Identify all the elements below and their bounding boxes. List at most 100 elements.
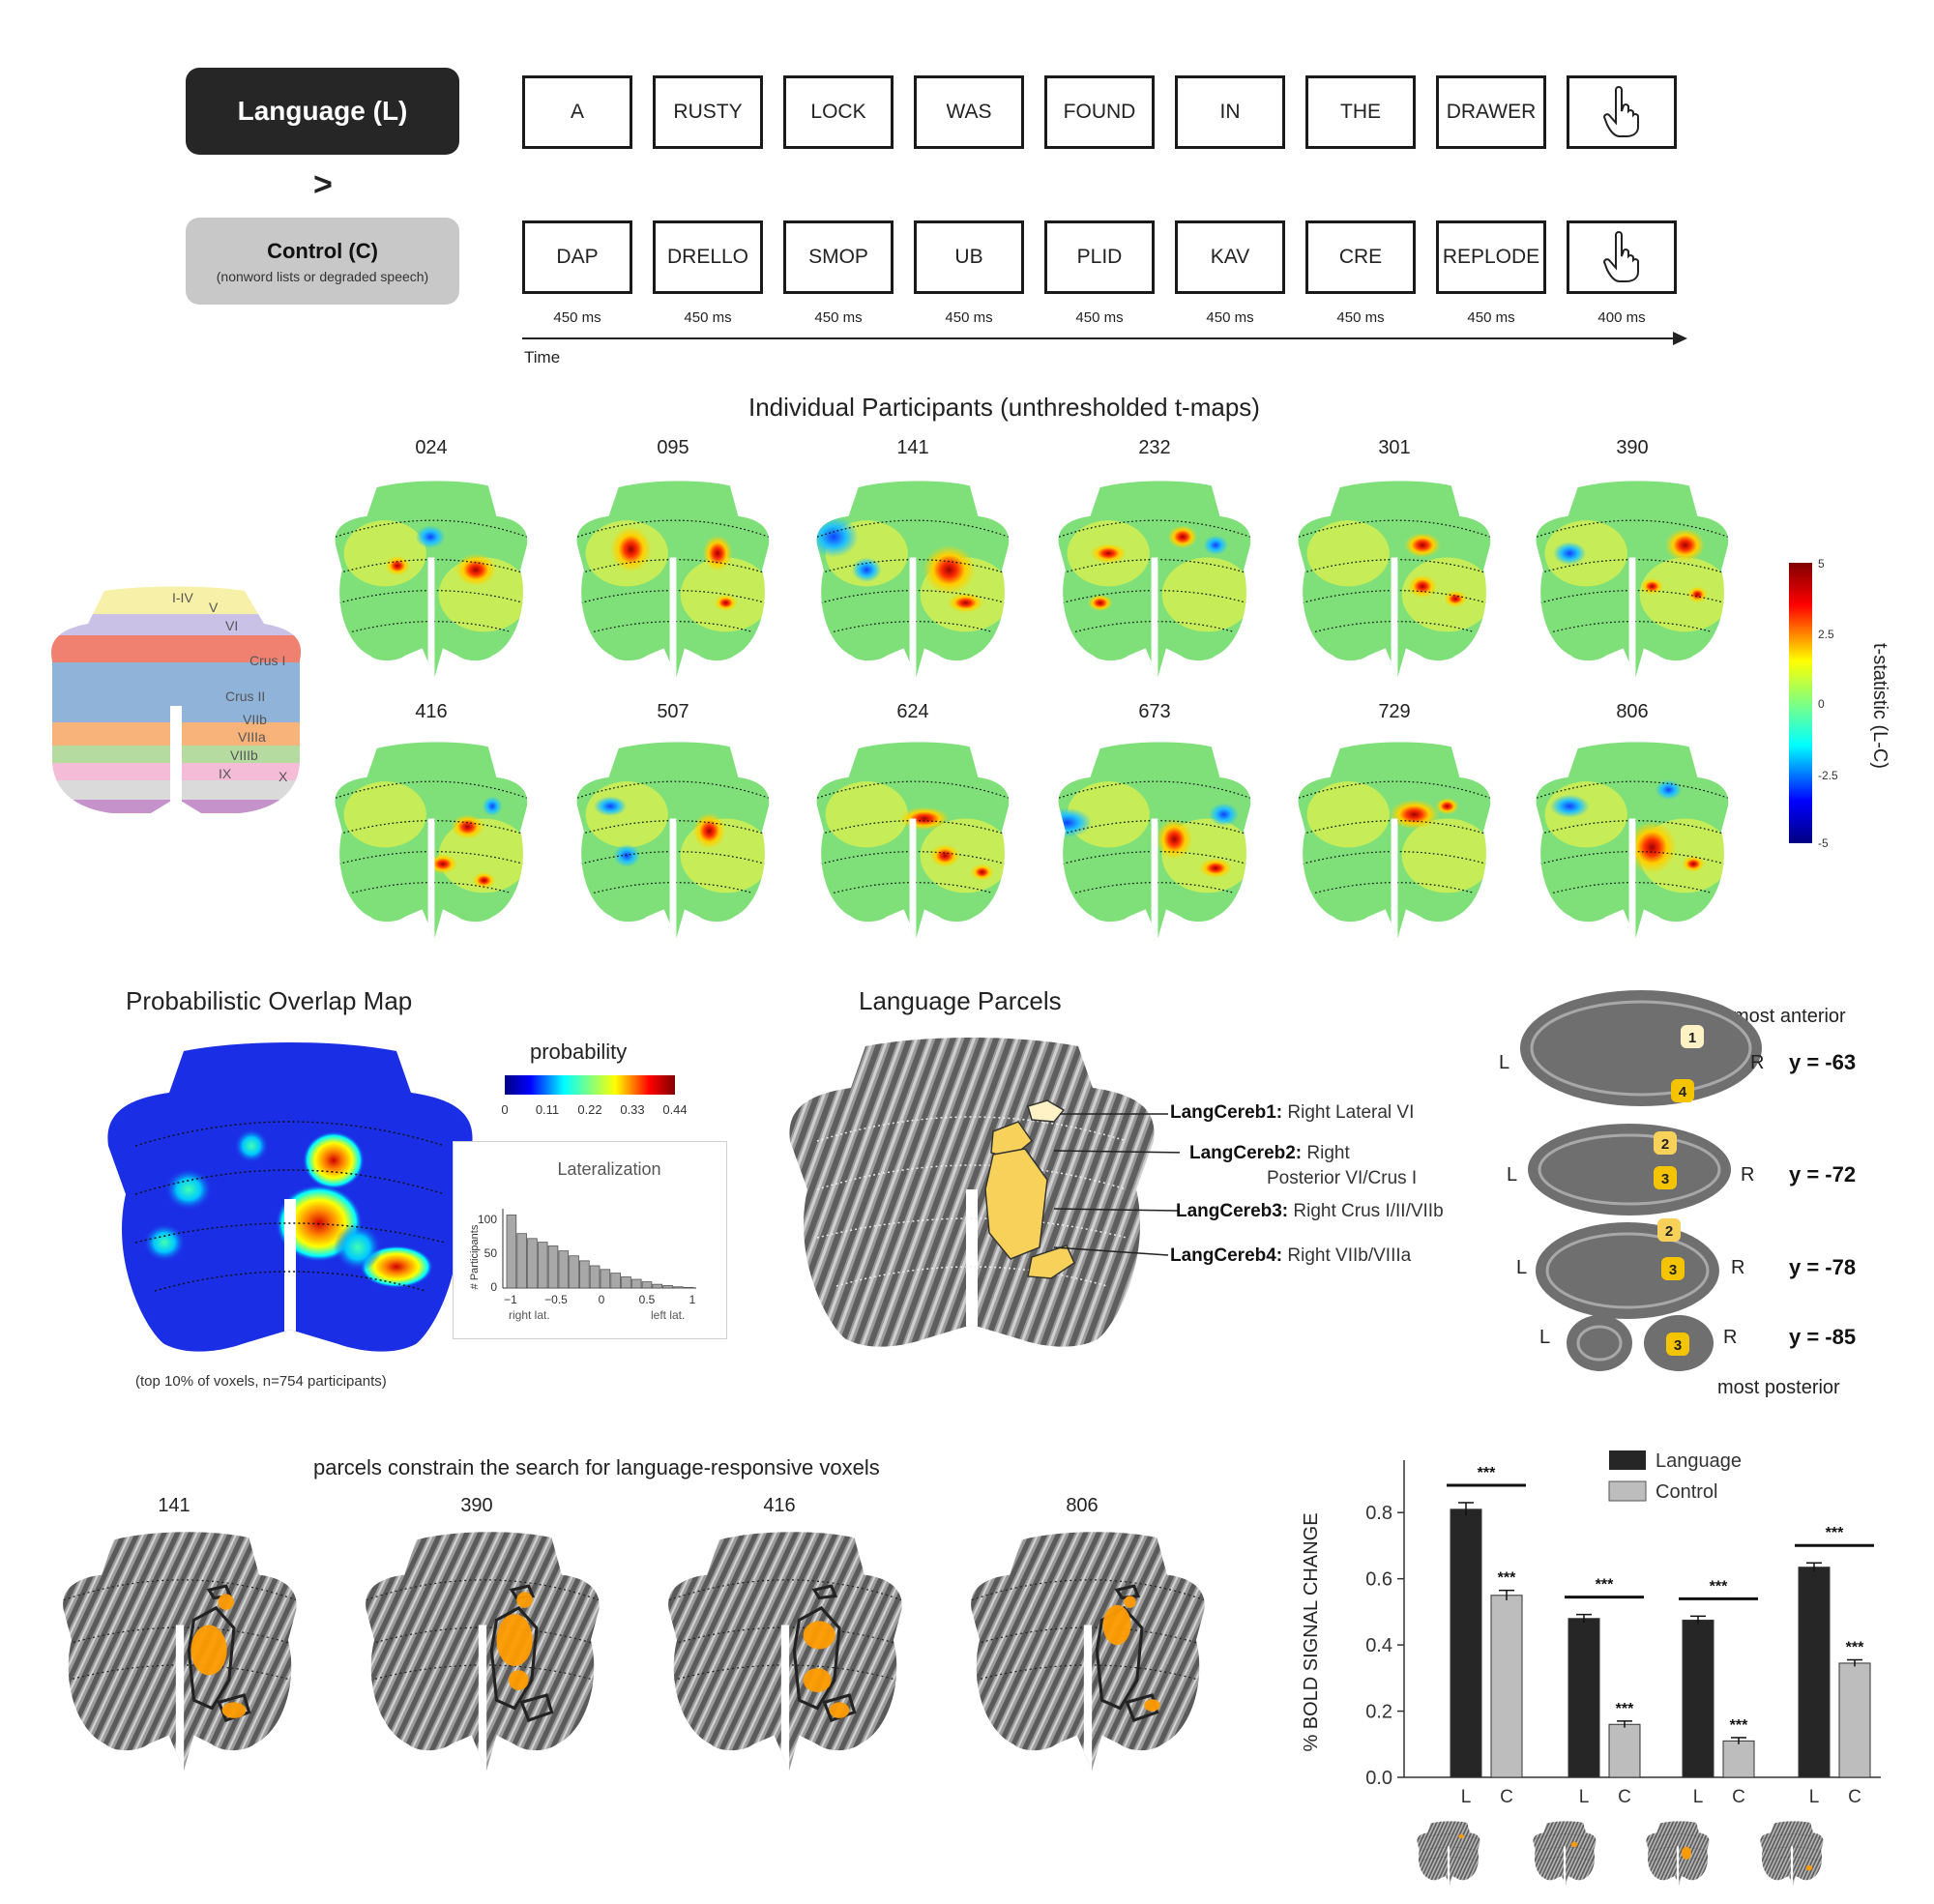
legend-swatch-language — [1609, 1450, 1646, 1470]
slice-right-label: R — [1723, 1327, 1738, 1348]
time-arrow — [522, 332, 1687, 345]
bar-control — [1838, 1662, 1871, 1778]
overlap-title: Probabilistic Overlap Map — [126, 986, 413, 1015]
bar-language — [1568, 1618, 1600, 1778]
constrained-map — [63, 1532, 297, 1771]
slice-y-coordinate: y = -72 — [1789, 1162, 1857, 1186]
lateralization-bar — [569, 1255, 579, 1289]
duration-label: 450 ms — [1467, 309, 1515, 326]
language-word-box: A — [522, 75, 632, 149]
participant-tmap — [816, 481, 1010, 678]
prob-tick-011: 0.11 — [536, 1102, 559, 1117]
tstat-colorbar: 5 2.5 0 -2.5 -5 t-statistic (L-C) — [1789, 557, 1890, 850]
bar-control — [1722, 1740, 1755, 1778]
parcel-2-label-line2: Posterior VI/Crus I — [1267, 1168, 1418, 1188]
parcel-1-shape — [1027, 1099, 1066, 1123]
bar-language — [1798, 1567, 1831, 1778]
lat-ytick-0: 0 — [490, 1280, 497, 1294]
lateralization-bar — [516, 1233, 527, 1289]
constrained-participant-id: 416 — [763, 1495, 796, 1516]
lateralization-bar — [506, 1215, 517, 1289]
slice-left-label: L — [1516, 1257, 1528, 1278]
language-word-box: DRAWER — [1436, 75, 1546, 149]
lateralization-ylabel: # Participants — [469, 1224, 481, 1289]
constrained-participant-id: 806 — [1066, 1495, 1099, 1516]
svg-text:2: 2 — [1665, 1223, 1673, 1240]
chart-ytick: 0.2 — [1365, 1702, 1392, 1723]
comparison-significance: *** — [1478, 1465, 1496, 1481]
cerebellum-atlas: I-IV V VI Crus I Crus II VIIb VIIIa VIII… — [51, 586, 302, 813]
control-condition-box: Control (C) (nonword lists or degraded s… — [186, 218, 459, 305]
participant-tmap — [576, 742, 770, 939]
legend-swatch-control — [1608, 1480, 1647, 1502]
parcel-4-label: LangCereb4: Right VIIb/VIIIa — [1170, 1245, 1412, 1266]
slice-right-label: R — [1731, 1257, 1745, 1278]
atlas-label-crus-i: Crus I — [249, 653, 285, 668]
coronal-slice: 23 — [1536, 1218, 1719, 1319]
bar-condition-label: C — [1732, 1787, 1745, 1807]
lateralization-bar — [621, 1276, 631, 1289]
svg-text:3: 3 — [1669, 1262, 1677, 1278]
overlap-map — [107, 1042, 473, 1352]
language-condition-box: Language (L) — [186, 68, 459, 155]
participant-id: 729 — [1378, 701, 1411, 722]
lateralization-bar — [589, 1265, 601, 1289]
lateralization-bar — [547, 1245, 559, 1289]
svg-text:2: 2 — [1661, 1136, 1669, 1153]
participant-tmap — [576, 481, 770, 678]
parcel-thumbnail — [1646, 1821, 1710, 1886]
duration-label: 450 ms — [684, 309, 732, 326]
tstat-tick-neg5: -5 — [1818, 836, 1829, 850]
constrained-map — [668, 1532, 902, 1771]
parcel-thumbnail — [1533, 1821, 1597, 1886]
bar-condition-label: C — [1848, 1787, 1861, 1807]
most-posterior-label: most posterior — [1717, 1377, 1840, 1398]
language-word-box: THE — [1305, 75, 1416, 149]
language-word-box: LOCK — [783, 75, 894, 149]
legend-label-control: Control — [1656, 1481, 1717, 1503]
control-significance: *** — [1498, 1570, 1516, 1587]
control-word-box: UB — [914, 220, 1024, 294]
atlas-label-x: X — [278, 769, 288, 784]
participant-id: 806 — [1616, 701, 1649, 722]
constrained-map — [971, 1532, 1205, 1771]
language-condition-label: Language (L) — [237, 96, 408, 126]
probability-colorbar: 0 0.11 0.22 0.33 0.44 — [501, 1075, 687, 1117]
control-condition-label: Control (C) — [267, 238, 378, 263]
duration-label: 450 ms — [945, 309, 993, 326]
greater-than-symbol: > — [313, 166, 333, 203]
lateralization-bar — [683, 1286, 694, 1289]
slice-left-label: L — [1499, 1052, 1510, 1073]
control-condition-sub: (nonword lists or degraded speech) — [216, 268, 429, 284]
constrained-participant-id: 390 — [460, 1495, 493, 1516]
slice-y-coordinate: y = -78 — [1789, 1255, 1857, 1279]
tstat-tick-2-5: 2.5 — [1818, 628, 1834, 641]
lat-ytick-50: 50 — [484, 1246, 498, 1260]
legend-label-language: Language — [1656, 1450, 1742, 1472]
language-word-box: WAS — [914, 75, 1024, 149]
bar-control — [1490, 1595, 1523, 1778]
parcel-3-shape — [984, 1148, 1048, 1260]
language-word-box: IN — [1175, 75, 1285, 149]
parcels-flatmap — [789, 1038, 1155, 1347]
lateralization-bar — [600, 1269, 611, 1289]
lat-note-left: left lat. — [651, 1308, 685, 1322]
participant-id: 095 — [657, 437, 689, 458]
participant-id: 507 — [657, 701, 689, 722]
overlap-footnote: (top 10% of voxels, n=754 participants) — [135, 1373, 387, 1390]
lateralization-bar — [641, 1281, 653, 1289]
svg-text:3: 3 — [1661, 1171, 1669, 1187]
lat-xtick-05: 0.5 — [639, 1293, 656, 1306]
time-label: Time — [524, 348, 561, 366]
atlas-label-ix: IX — [219, 766, 232, 781]
coronal-slice: 14 — [1520, 990, 1762, 1106]
language-word-box: FOUND — [1044, 75, 1155, 149]
duration-label: 450 ms — [553, 309, 601, 326]
chart-ytick: 0.4 — [1365, 1635, 1392, 1656]
lateralization-bar — [558, 1250, 570, 1289]
bold-bar-chart: % BOLD SIGNAL CHANGE 0.0 0.2 0.4 0.6 0.8 L C *… — [1301, 1450, 1881, 1807]
lat-xtick-1: 1 — [689, 1293, 696, 1306]
atlas-label-viiib: VIIIb — [230, 747, 258, 763]
tstat-colorbar-label: t-statistic (L-C) — [1869, 643, 1890, 769]
comparison-significance: *** — [1826, 1525, 1844, 1541]
